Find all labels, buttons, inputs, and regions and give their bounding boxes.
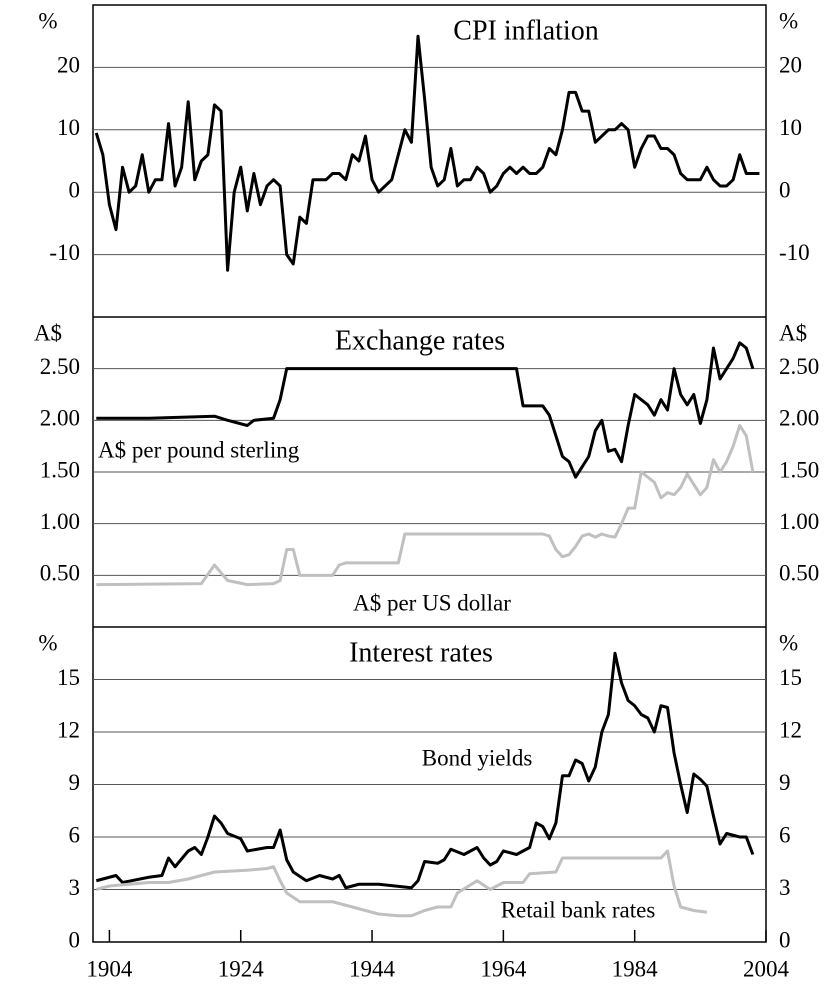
y2-tick-label: 0.50 xyxy=(779,561,819,586)
y2-tick-label: 6 xyxy=(779,822,791,847)
y2-tick-label: -10 xyxy=(779,240,810,265)
y-tick-label: 10 xyxy=(57,115,80,140)
y2-tick-label: 0 xyxy=(779,927,791,952)
line-series xyxy=(96,424,755,587)
x-tick-label: 1904 xyxy=(86,956,133,981)
y-unit: % xyxy=(38,8,57,33)
y2-tick-label: 20 xyxy=(779,53,802,78)
y2-unit: % xyxy=(779,8,798,33)
y-tick-label: 15 xyxy=(57,665,80,690)
plot-frame xyxy=(92,4,767,943)
y-tick-label: 12 xyxy=(57,717,80,742)
y-tick-label: 1.50 xyxy=(40,457,80,482)
series-label: Retail bank rates xyxy=(501,897,656,922)
y-tick-label: 20 xyxy=(57,53,80,78)
y-tick-label: 1.00 xyxy=(40,509,80,534)
y2-tick-label: 1.50 xyxy=(779,457,819,482)
chart-title: Exchange rates xyxy=(335,325,505,356)
y2-tick-label: 3 xyxy=(779,875,791,900)
y-tick-label: 3 xyxy=(69,875,81,900)
y2-tick-label: 15 xyxy=(779,665,802,690)
x-tick-label: 1964 xyxy=(480,956,527,981)
y2-tick-label: 0 xyxy=(779,177,791,202)
y-unit: A$ xyxy=(34,320,62,345)
y2-tick-label: 2.00 xyxy=(779,406,819,431)
y-tick-label: 0 xyxy=(69,177,81,202)
series-label: A$ per US dollar xyxy=(353,590,511,615)
y-tick-label: 6 xyxy=(69,822,81,847)
chart-title: CPI inflation xyxy=(453,15,598,46)
line-series xyxy=(95,651,755,890)
y2-tick-label: 12 xyxy=(779,717,802,742)
y-tick-label: 0.50 xyxy=(40,561,80,586)
x-tick-label: 2004 xyxy=(743,956,790,981)
y2-unit: A$ xyxy=(779,320,807,345)
y2-unit: % xyxy=(779,630,798,655)
y-tick-label: 9 xyxy=(69,770,81,795)
series-label: A$ per pound sterling xyxy=(98,437,300,462)
line-series xyxy=(94,34,760,272)
x-tick-label: 1984 xyxy=(612,956,659,981)
chart-title: Interest rates xyxy=(349,637,493,668)
x-tick-label: 1924 xyxy=(218,956,265,981)
x-tick-label: 1944 xyxy=(349,956,396,981)
y2-tick-label: 1.00 xyxy=(779,509,819,534)
y-tick-label: 2.50 xyxy=(40,354,80,379)
line-series xyxy=(95,849,708,918)
y-tick-label: 2.00 xyxy=(40,406,80,431)
y-tick-label: 0 xyxy=(69,927,81,952)
y-unit: % xyxy=(38,630,57,655)
y2-tick-label: 2.50 xyxy=(779,354,819,379)
series-label: Bond yields xyxy=(422,745,533,770)
y2-tick-label: 10 xyxy=(779,115,802,140)
y-tick-label: -10 xyxy=(49,240,80,265)
line-series xyxy=(96,341,755,479)
y2-tick-label: 9 xyxy=(779,770,791,795)
